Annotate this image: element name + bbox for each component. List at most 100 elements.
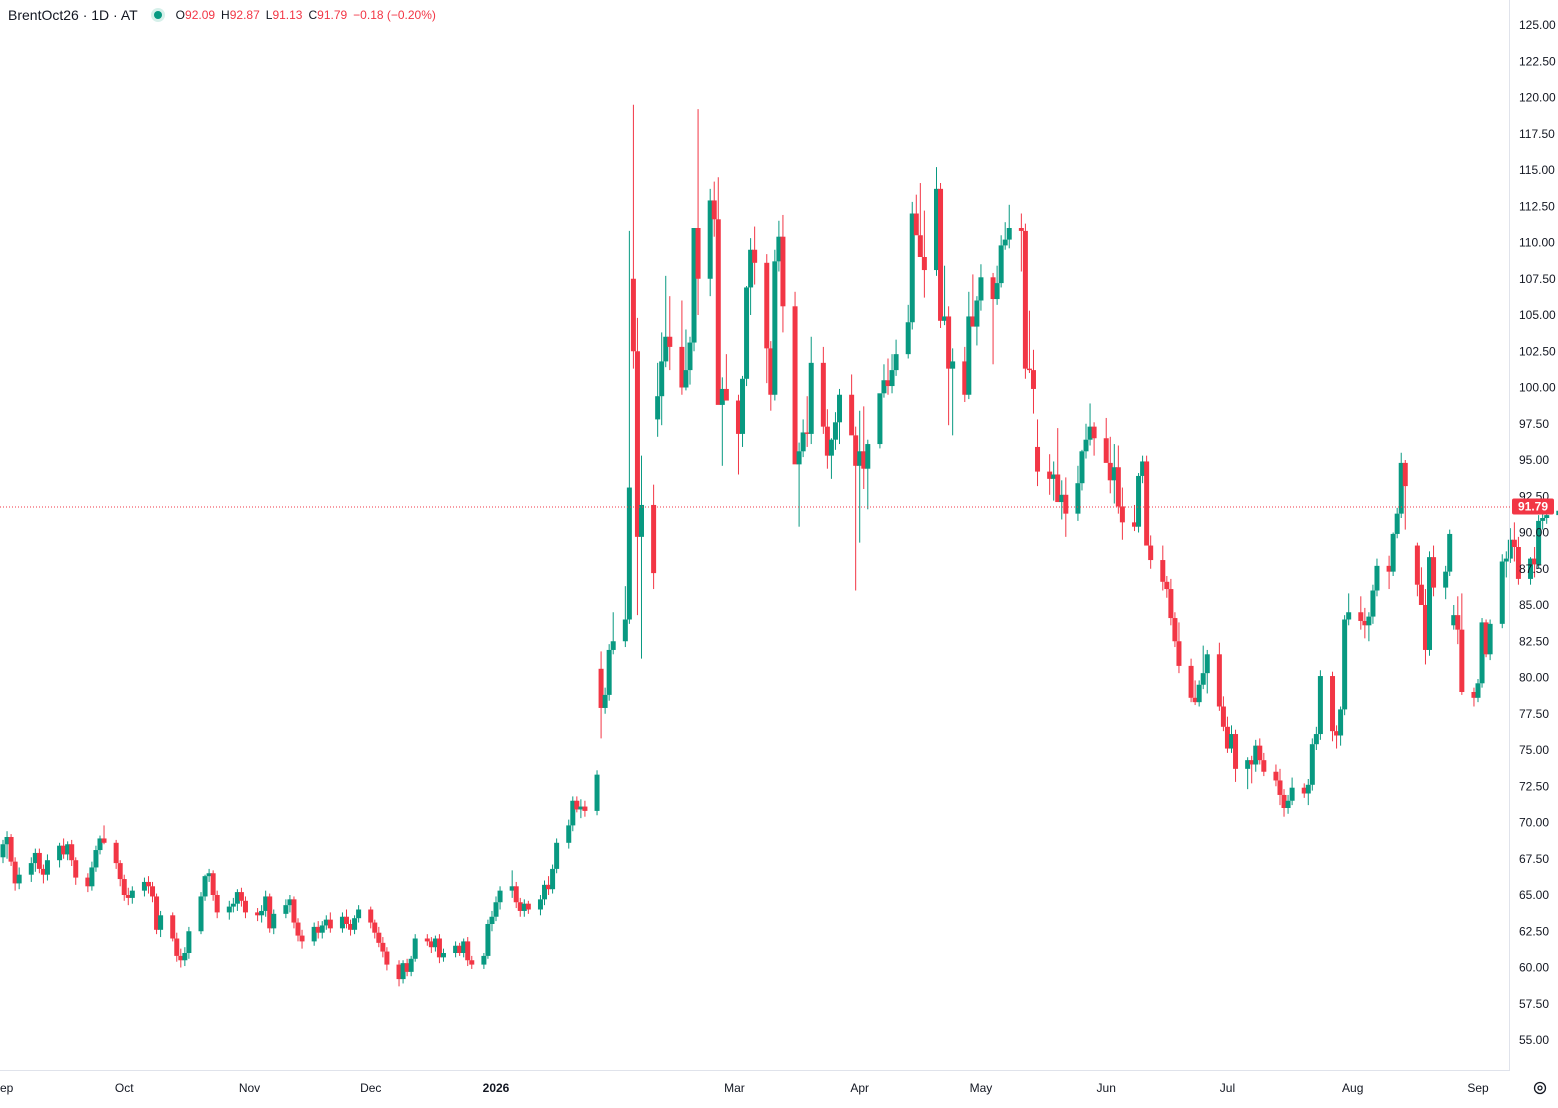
candle-body — [323, 919, 329, 926]
high-label: H — [221, 8, 230, 22]
candle-body — [764, 262, 770, 349]
candle-body — [828, 439, 834, 456]
symbol-title[interactable]: BrentOct26 · 1D · AT — [8, 7, 138, 23]
candle-body — [1414, 545, 1420, 585]
candle-body — [521, 903, 527, 911]
candle-body — [1330, 676, 1336, 732]
candle-body — [1532, 558, 1538, 565]
candle-body — [485, 924, 491, 956]
price-tick-label: 75.00 — [1519, 743, 1549, 757]
gear-icon[interactable] — [1531, 1079, 1549, 1097]
candle-body — [97, 838, 103, 851]
candle-body — [1216, 654, 1222, 707]
price-tick-label: 70.00 — [1519, 816, 1549, 830]
candle-body — [1022, 230, 1028, 369]
candle-body — [1026, 368, 1032, 371]
time-tick-label: Dec — [360, 1081, 381, 1095]
candle-body — [457, 945, 463, 953]
candle-body — [339, 916, 345, 929]
candle-body — [1055, 474, 1061, 503]
candle-body — [679, 346, 685, 388]
price-tick-label: 120.00 — [1519, 91, 1556, 105]
price-tick-label: 85.00 — [1519, 598, 1549, 612]
candle-body — [384, 951, 390, 965]
candle-body — [1196, 684, 1202, 703]
candle-body — [998, 245, 1004, 284]
candle-body — [1394, 513, 1400, 534]
candle-body — [1079, 451, 1085, 484]
candle-body — [1358, 612, 1364, 621]
candle-body — [1451, 615, 1457, 626]
price-tick-label: 65.00 — [1519, 888, 1549, 902]
candle-body — [1030, 370, 1036, 389]
candle-body — [352, 918, 358, 930]
candle-body — [1281, 794, 1287, 808]
candle-body — [1503, 558, 1509, 562]
candle-body — [909, 213, 915, 323]
candle-body — [537, 899, 543, 910]
candle-body — [174, 938, 180, 956]
candle-body — [638, 504, 644, 537]
candle-body — [1035, 446, 1041, 472]
candle-body — [376, 932, 382, 943]
candle-body — [356, 909, 362, 919]
candle-body — [546, 884, 552, 890]
price-tick-label: 117.50 — [1519, 127, 1555, 141]
candle-body — [1233, 734, 1239, 769]
candle-body — [1507, 539, 1513, 559]
candle-body — [101, 838, 107, 843]
candle-body — [1515, 547, 1521, 579]
candle-body — [1289, 787, 1295, 801]
time-axis[interactable]: ep Oct Nov Dec 2026 Mar Apr May Jun Jul Aug Sep — [0, 1081, 1489, 1095]
candle-body — [311, 926, 317, 942]
candle-body — [1334, 731, 1340, 736]
candle-body — [158, 915, 164, 930]
candle-body — [1370, 590, 1376, 617]
time-tick-label: Apr — [850, 1081, 869, 1095]
candle-body — [687, 342, 693, 371]
candle-body — [1002, 239, 1008, 246]
candle-body — [917, 235, 923, 257]
candle-body — [1342, 619, 1348, 710]
candle-body — [1390, 533, 1396, 572]
candle-body — [424, 938, 430, 942]
candle-body — [723, 388, 729, 401]
candle-body — [832, 422, 838, 440]
candle-body — [1540, 518, 1546, 521]
price-tick-label: 97.50 — [1519, 417, 1549, 431]
candle-body — [772, 261, 778, 395]
candle-body — [1422, 605, 1428, 650]
candle-body — [1164, 581, 1170, 590]
time-tick-label: 2026 — [483, 1081, 510, 1095]
change-value: −0.18 (−0.20%) — [353, 8, 436, 22]
candle-body — [93, 850, 99, 868]
candle-body — [368, 909, 374, 923]
candle-body — [1536, 520, 1542, 565]
candle-body — [1144, 461, 1150, 546]
candle-body — [1059, 494, 1065, 503]
candle-body — [740, 378, 746, 434]
candle-body — [493, 902, 499, 917]
candle-body — [61, 845, 67, 855]
candle-body — [469, 960, 475, 965]
candle-body — [1075, 483, 1081, 514]
candle-body — [1224, 726, 1230, 749]
candle-body — [622, 619, 628, 642]
candle-body — [299, 935, 305, 942]
low-label: L — [265, 8, 273, 22]
candle-body — [1475, 683, 1481, 698]
candle-body — [550, 868, 556, 890]
candle-body — [1418, 584, 1424, 605]
candle-body — [202, 876, 208, 897]
candle-body — [893, 354, 899, 371]
candle-body — [226, 906, 232, 913]
candle-body — [1277, 780, 1283, 795]
candle-body — [16, 874, 22, 884]
candle-body — [1168, 589, 1174, 619]
candle-body — [796, 451, 802, 465]
price-axis[interactable]: 55.00 57.50 60.00 62.50 65.00 67.50 70.00 72.50… — [1519, 18, 1556, 1047]
candle-body — [230, 903, 236, 907]
candle-body — [436, 938, 442, 958]
candle-body — [1148, 545, 1154, 561]
